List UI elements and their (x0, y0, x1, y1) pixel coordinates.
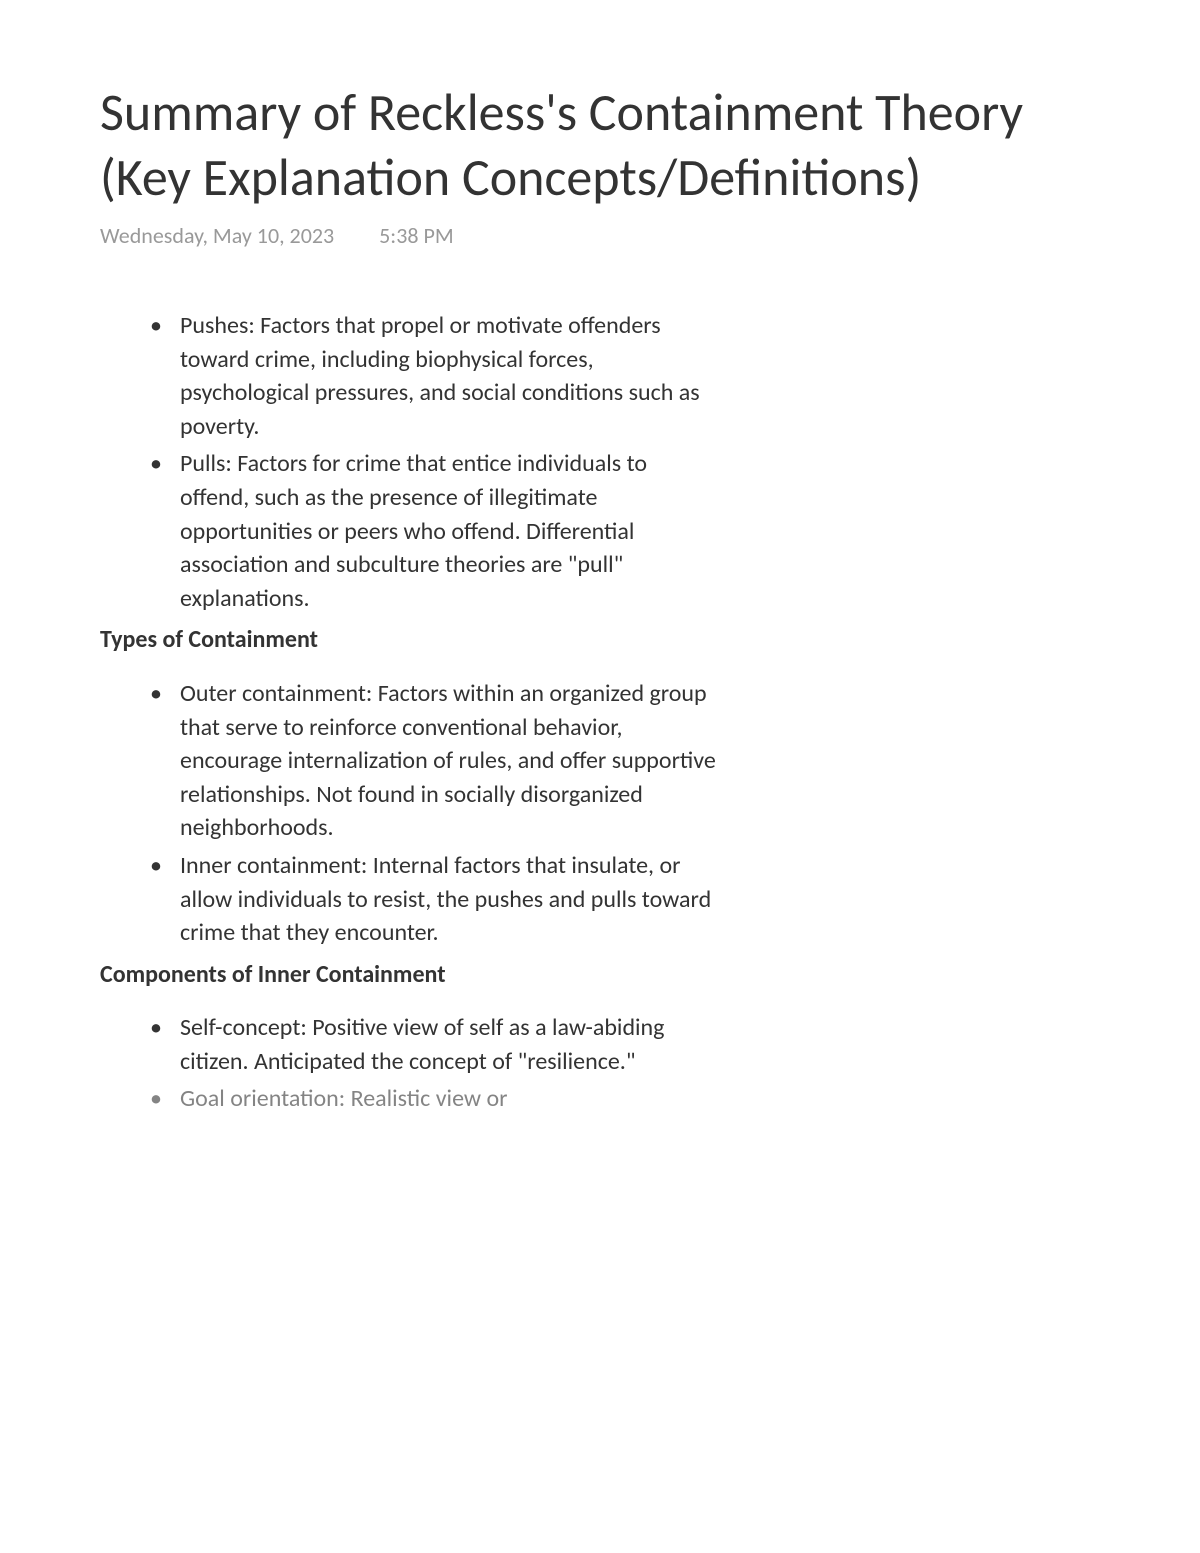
document-time: 5:38 PM (379, 222, 454, 249)
bullet-list: Pushes: Factors that propel or motivate … (100, 309, 720, 615)
bullet-list: Outer containment: Factors within an org… (100, 677, 720, 950)
section-heading: Components of Inner Containment (100, 958, 720, 992)
document-content: Pushes: Factors that propel or motivate … (100, 309, 720, 1116)
document-meta: Wednesday, May 10, 2023 5:38 PM (100, 222, 1100, 249)
list-item: Pushes: Factors that propel or motivate … (160, 309, 720, 443)
document-title: Summary of Reckless's Containment Theory… (100, 80, 1100, 210)
bullet-list: Self-concept: Positive view of self as a… (100, 1011, 720, 1116)
section-heading: Types of Containment (100, 623, 720, 657)
list-item: Goal orientation: Realistic view or (160, 1082, 720, 1116)
document-date: Wednesday, May 10, 2023 (100, 222, 334, 249)
list-item: Self-concept: Positive view of self as a… (160, 1011, 720, 1078)
list-item: Outer containment: Factors within an org… (160, 677, 720, 845)
list-item: Pulls: Factors for crime that entice ind… (160, 447, 720, 615)
list-item: Inner containment: Internal factors that… (160, 849, 720, 950)
